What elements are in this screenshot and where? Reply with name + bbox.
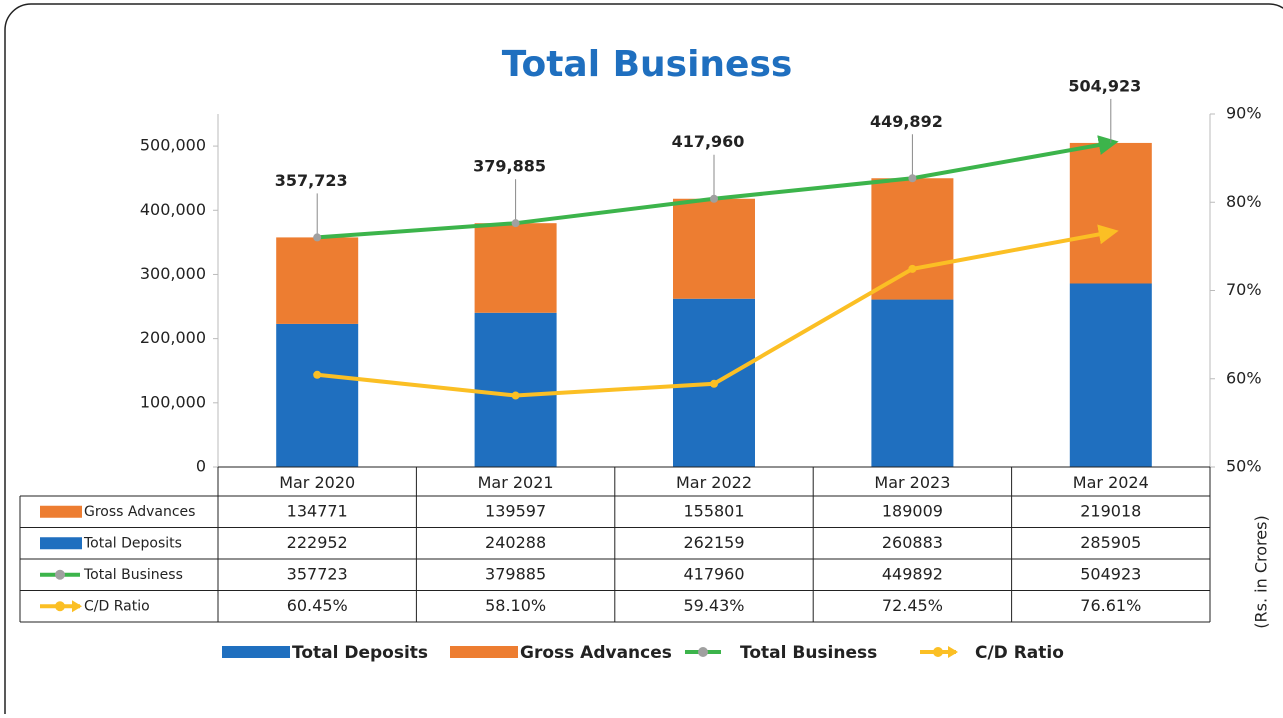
table-cell: 417960 [683,564,744,583]
legend-key [948,646,958,658]
x-tick-label: Mar 2022 [676,473,752,492]
table-cell: 262159 [683,533,744,552]
table-cell: 59.43% [683,596,744,615]
table-cell: 285905 [1080,533,1141,552]
table-cell: 379885 [485,564,546,583]
table-cell: 260883 [882,533,943,552]
bar [474,223,557,313]
x-tick-label: Mar 2021 [478,473,554,492]
legend-key [72,600,82,613]
y2-tick-label: 90% [1226,104,1262,123]
y-tick-label: 100,000 [140,392,206,411]
table-cell: 58.10% [485,596,546,615]
table-cell: 219018 [1080,501,1141,520]
legend-label: C/D Ratio [975,643,1064,663]
bar [276,323,359,467]
data-label: 449,892 [870,112,943,131]
table-cell: 222952 [287,533,348,552]
table-cell: 449892 [882,564,943,583]
x-tick-label: Mar 2020 [279,473,355,492]
legend-label: Total Business [740,643,877,663]
y2-tick-label: 80% [1226,192,1262,211]
bar [1069,142,1152,284]
legend-key [40,537,82,550]
legend-key [55,569,65,580]
frame [4,3,1283,718]
table-cell: 134771 [287,501,348,520]
y2-tick-label: 60% [1226,368,1262,387]
y-tick-label: 0 [196,457,206,476]
legend-key [933,647,943,657]
legend-key [40,505,82,518]
y-tick-label: 200,000 [140,328,206,347]
bar [673,198,755,299]
data-label: 379,885 [473,157,546,176]
table-cell: 60.45% [287,596,348,615]
data-label: 504,923 [1068,76,1141,95]
y2-tick-label: 50% [1226,457,1262,476]
marker [313,233,322,242]
marker [313,370,322,379]
table-cell: 139597 [485,501,546,520]
table-cell: 76.61% [1080,596,1141,615]
y2-tick-label: 70% [1226,280,1262,299]
marker [710,194,718,203]
legend-label: Gross Advances [520,643,672,663]
bar [474,312,557,467]
bar [1069,283,1152,467]
legend-key [222,646,290,658]
row-label: Gross Advances [84,504,195,520]
data-label: 417,960 [672,132,745,151]
bar [871,299,954,467]
marker [908,174,917,183]
legend-label: Total Deposits [292,643,428,663]
legend-key [450,646,518,658]
table-cell: 189009 [882,501,943,520]
legend-key [698,647,708,657]
y-tick-label: 400,000 [140,200,206,219]
table-cell: 72.45% [882,596,943,615]
table-cell: 357723 [287,564,348,583]
legend-key [55,601,65,612]
y-tick-label: 300,000 [140,264,206,283]
row-label: Total Business [83,567,183,583]
table-cell: 155801 [683,501,744,520]
table-cell: 240288 [485,533,546,552]
data-label: 357,723 [275,171,348,190]
row-label: Total Deposits [83,535,182,551]
marker [511,219,520,228]
chart-title: Total Business [502,44,793,85]
table-cell: 504923 [1080,564,1141,583]
bar [276,237,359,324]
x-tick-label: Mar 2023 [874,473,950,492]
marker [908,264,917,273]
row-label: C/D Ratio [84,598,150,614]
y-tick-label: 500,000 [140,136,206,155]
x-tick-label: Mar 2024 [1073,473,1149,492]
marker [511,391,520,400]
bar [871,178,954,300]
y2-axis-title: (Rs. in Crores) [1252,515,1271,628]
marker [710,379,718,388]
